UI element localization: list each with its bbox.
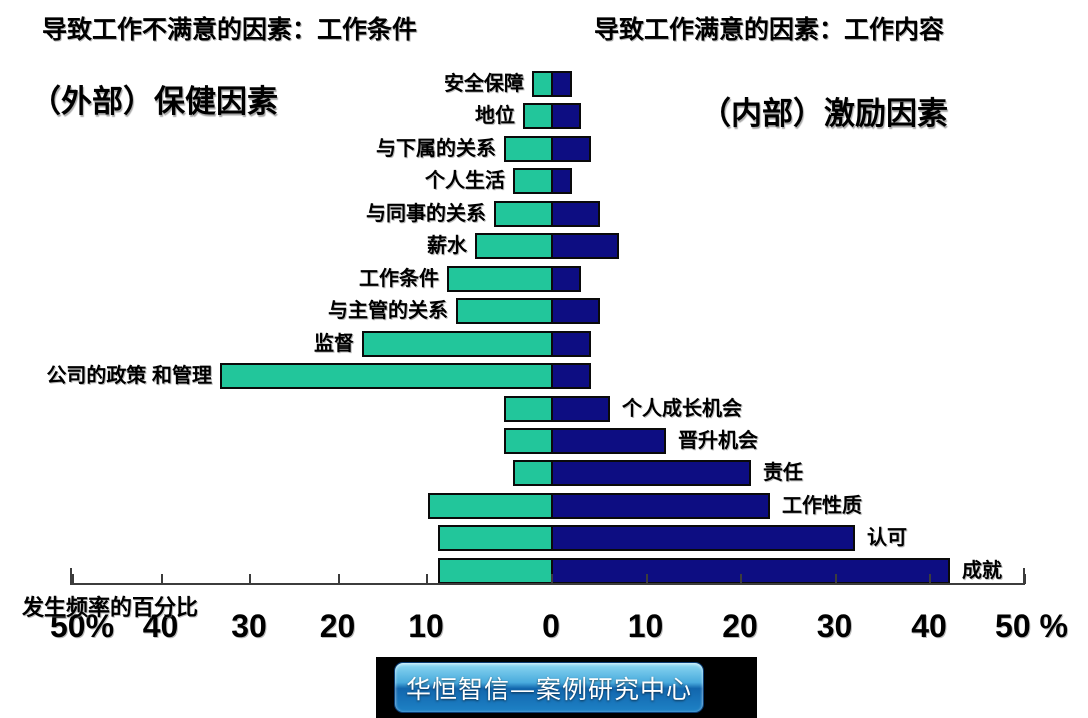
dissatisfaction-bar (475, 233, 553, 259)
dissatisfaction-bar (513, 168, 553, 194)
x-axis-tick-label: 0 (542, 608, 560, 644)
satisfaction-bar (551, 136, 591, 162)
category-label: 个人成长机会 (622, 398, 742, 420)
satisfaction-title: 导致工作满意的因素：工作内容 (594, 16, 945, 44)
satisfaction-bar (551, 298, 600, 324)
dissatisfaction-bar (532, 71, 553, 97)
x-axis-title: 发生频率的百分比 (22, 595, 199, 620)
dissatisfaction-bar (438, 525, 553, 551)
x-axis-tick (1023, 574, 1026, 584)
category-label: 责任 (763, 462, 803, 484)
dissatisfaction-bar (504, 396, 553, 422)
x-axis-tick-label: 10 (408, 608, 444, 644)
x-axis-tick-label: 40 (911, 608, 947, 644)
x-axis-end-hook (70, 568, 72, 584)
x-axis-tick-label: 30 (231, 608, 267, 644)
satisfaction-bar (551, 168, 572, 194)
dissatisfaction-bar (494, 201, 553, 227)
satisfaction-bar (551, 396, 610, 422)
category-label: 地位 (475, 105, 515, 127)
dissatisfaction-bar (504, 428, 553, 454)
watermark-text: 华恒智信—案例研究中心 (405, 674, 692, 704)
category-label: 晋升机会 (678, 430, 758, 452)
x-axis-tick-label: 20 (722, 608, 758, 644)
dissatisfaction-title: 导致工作不满意的因素：工作条件 (42, 16, 418, 44)
category-label: 公司的政策 和管理 (46, 365, 212, 387)
x-axis-tick-label: 40 (142, 608, 179, 644)
x-axis-tick-label: 50 % (995, 608, 1068, 644)
x-axis-tick (72, 574, 74, 584)
x-axis-tick (834, 574, 837, 584)
satisfaction-bar (551, 103, 581, 129)
hygiene-factors-label: （外部）保健因素 (30, 84, 278, 119)
satisfaction-bar (551, 71, 572, 97)
dissatisfaction-bar (447, 266, 553, 292)
satisfaction-bar (551, 201, 600, 227)
dissatisfaction-bar (438, 558, 553, 584)
category-label: 与主管的关系 (328, 300, 448, 322)
x-axis-tick (337, 574, 340, 584)
satisfaction-bar (551, 363, 591, 389)
dissatisfaction-bar (513, 460, 553, 486)
category-label: 工作性质 (782, 495, 862, 517)
category-label: 与下属的关系 (376, 138, 496, 160)
footer-banner: 华恒智信—案例研究中心 (376, 657, 757, 718)
satisfaction-bar (551, 266, 581, 292)
motivator-factors-label: （内部）激励因素 (700, 96, 948, 131)
category-label: 安全保障 (444, 73, 524, 95)
x-axis-tick (929, 574, 931, 584)
dissatisfaction-bar (362, 331, 553, 357)
category-label: 认可 (867, 527, 907, 549)
x-axis-tick (551, 574, 553, 584)
x-axis-tick (249, 574, 251, 584)
category-label: 个人生活 (425, 170, 505, 192)
satisfaction-bar (551, 493, 770, 519)
dissatisfaction-bar (220, 363, 553, 389)
x-axis-tick (645, 574, 648, 584)
satisfaction-bar (551, 233, 619, 259)
x-axis-line (70, 583, 1025, 585)
category-label: 监督 (314, 333, 354, 355)
dissatisfaction-bar (428, 493, 553, 519)
dissatisfaction-bar (523, 103, 553, 129)
watermark-pill: 华恒智信—案例研究中心 (394, 662, 704, 713)
x-axis-tick (160, 574, 163, 584)
satisfaction-bar (551, 525, 855, 551)
x-axis-tick (740, 574, 742, 584)
x-axis-tick-label: 10 (627, 608, 664, 644)
satisfaction-bar (551, 558, 950, 584)
dissatisfaction-bar (456, 298, 553, 324)
x-axis-tick-label: 30 (816, 608, 853, 644)
satisfaction-bar (551, 428, 666, 454)
category-label: 成就 (962, 560, 1002, 582)
x-axis-tick (426, 574, 428, 584)
category-label: 薪水 (427, 235, 467, 257)
satisfaction-bar (551, 331, 591, 357)
category-label: 与同事的关系 (366, 203, 486, 225)
dissatisfaction-bar (504, 136, 553, 162)
satisfaction-bar (551, 460, 751, 486)
category-label: 工作条件 (359, 268, 439, 290)
x-axis-tick-label: 50% (49, 608, 115, 644)
x-axis-tick-label: 20 (319, 608, 356, 644)
